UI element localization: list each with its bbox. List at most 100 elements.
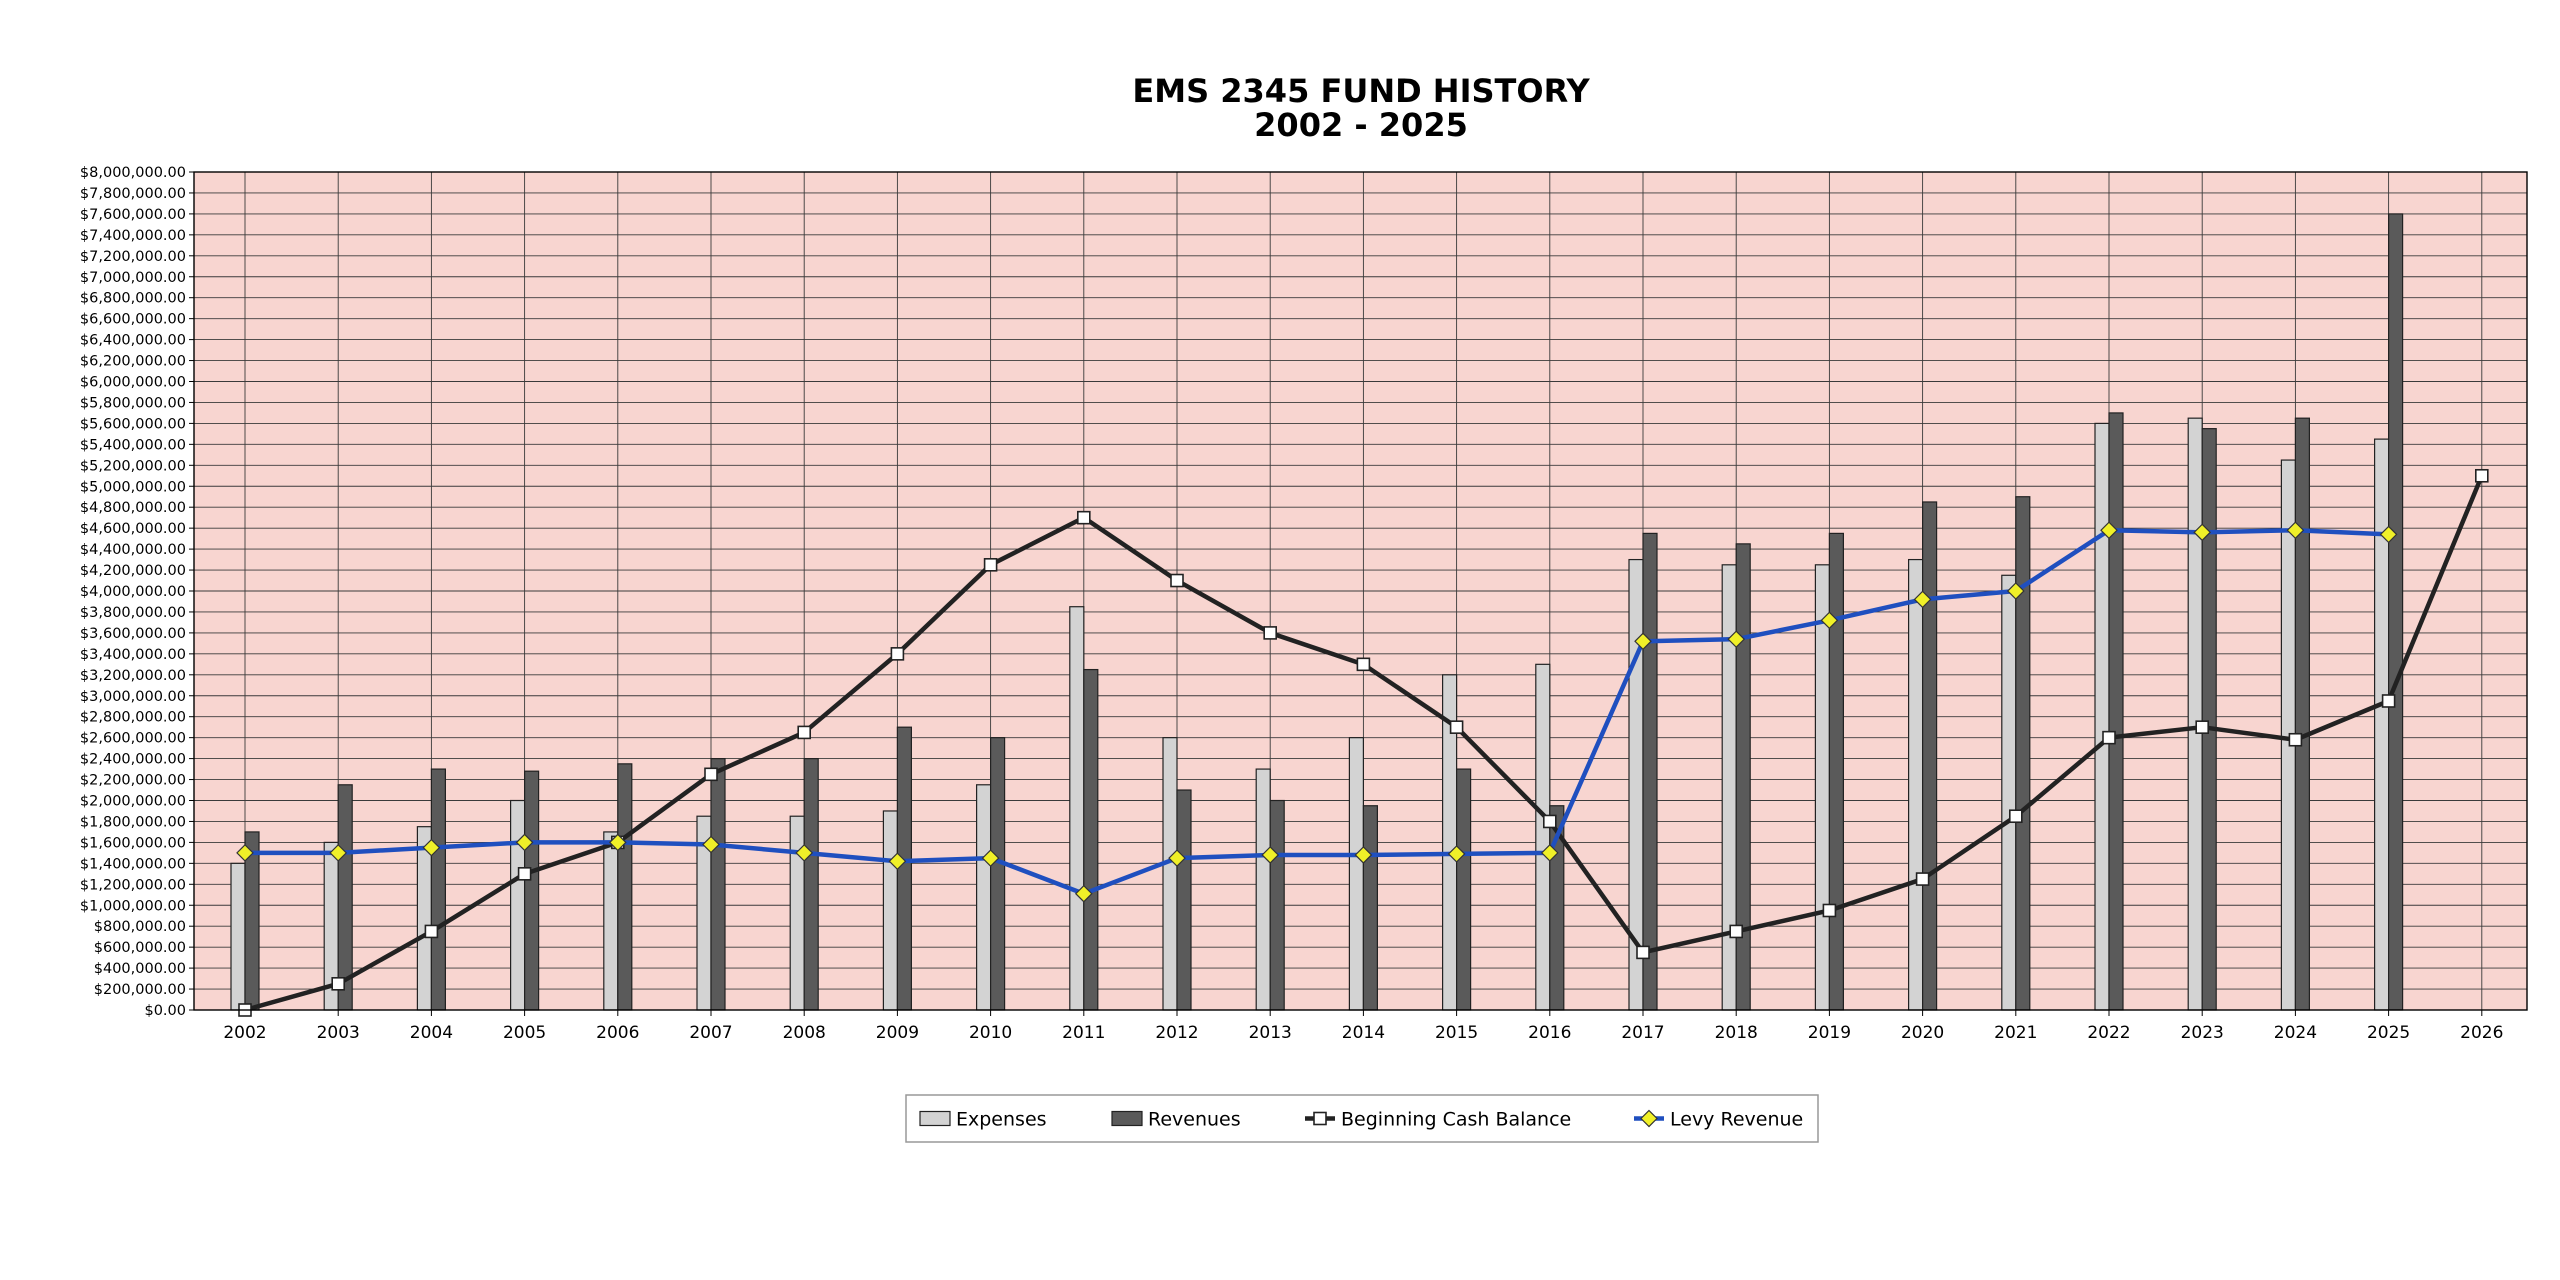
x-tick-label: 2007 [689,1023,732,1043]
point-levy-revenue [1634,632,1652,651]
bar-expenses [1907,558,1924,1011]
y-tick-label: $2,400,000.00 [80,752,186,768]
point-beginning-cash-balance [1449,720,1464,734]
bar-expenses [230,862,246,1011]
point-beginning-cash-balance [331,977,346,991]
y-tick-label: $6,000,000.00 [80,375,186,391]
y-tick-label: $4,400,000.00 [80,542,186,558]
point-levy-revenue [1074,884,1093,903]
bar-expenses [1535,663,1551,1011]
y-tick-label: $5,000,000.00 [80,479,186,495]
legend: Expenses Revenues Beginning Cash Balance Le… [905,1094,1819,1143]
bar-revenues [1083,668,1099,1011]
y-tick-label: $0.00 [144,1003,186,1019]
point-levy-revenue [1540,844,1559,862]
y-tick-label: $7,800,000.00 [80,186,186,202]
y-tick-label: $6,400,000.00 [80,333,186,349]
point-levy-revenue [888,852,907,871]
y-tick-label: $2,000,000.00 [80,794,186,810]
x-tick-label: 2015 [1435,1023,1478,1043]
y-tick-label: $3,400,000.00 [80,647,186,663]
bar-revenues [1455,768,1472,1011]
bar-revenues [1176,789,1192,1011]
y-tick-label: $7,600,000.00 [80,207,186,223]
y-tick-label: $1,000,000.00 [80,898,186,914]
bar-revenues [2294,417,2310,1011]
point-levy-revenue [702,835,720,854]
bar-revenues [1921,501,1938,1011]
x-tick-label: 2025 [2367,1023,2410,1043]
bar-revenues [1269,799,1285,1011]
point-levy-revenue [236,844,254,862]
x-tick-label: 2011 [1062,1023,1105,1043]
y-tick-label: $4,600,000.00 [80,521,186,537]
legend-label-beginning-cash-balance: Beginning Cash Balance [1341,1109,1571,1131]
point-beginning-cash-balance [2475,468,2489,483]
x-tick-label: 2008 [783,1023,826,1043]
x-tick-label: 2026 [2460,1023,2503,1043]
bar-revenues [523,770,540,1011]
x-tick-label: 2016 [1528,1023,1571,1043]
y-tick-label: $1,800,000.00 [80,814,186,830]
x-tick-label: 2024 [2274,1023,2317,1043]
bar-revenues [430,768,446,1011]
x-tick-label: 2017 [1621,1023,1664,1043]
point-levy-revenue [1447,845,1466,863]
bar-expenses [1069,606,1085,1011]
point-beginning-cash-balance [2009,809,2023,824]
bar-revenues [803,757,819,1011]
point-beginning-cash-balance [2381,694,2396,708]
point-levy-revenue [1913,590,1932,609]
point-beginning-cash-balance [517,867,532,881]
x-tick-label: 2021 [1994,1023,2037,1043]
x-tick-label: 2022 [2087,1023,2130,1043]
bar-expenses [2374,438,2390,1011]
point-levy-revenue [608,833,627,852]
point-beginning-cash-balance [2288,732,2303,747]
bar-revenues [2108,412,2124,1011]
point-levy-revenue [2193,523,2212,542]
y-tick-label: $5,800,000.00 [80,395,186,411]
point-beginning-cash-balance [2102,730,2116,745]
bar-revenues [896,726,913,1011]
y-tick-label: $3,200,000.00 [80,668,186,684]
bar-revenues [617,763,633,1011]
x-tick-label: 2009 [876,1023,919,1043]
y-tick-label: $1,200,000.00 [80,877,186,893]
y-tick-label: $400,000.00 [94,961,186,977]
y-tick-label: $5,400,000.00 [80,437,186,453]
point-beginning-cash-balance [704,767,718,782]
bar-revenues [1642,532,1658,1011]
bar-revenues [1735,543,1751,1011]
y-tick-label: $200,000.00 [94,982,186,998]
chart-title-line1: EMS 2345 FUND HISTORY [1132,72,1590,110]
x-tick-label: 2003 [317,1023,360,1043]
point-levy-revenue [795,844,814,862]
point-beginning-cash-balance [890,647,905,661]
bar-revenues [710,757,726,1011]
y-tick-label: $600,000.00 [94,940,186,956]
bar-expenses [510,799,526,1011]
legend-label-expenses: Expenses [956,1109,1047,1131]
point-levy-revenue [1820,611,1839,630]
point-levy-revenue [981,849,1000,867]
point-levy-revenue [2100,521,2118,540]
point-beginning-cash-balance [1543,814,1557,829]
x-tick-label: 2013 [1249,1023,1292,1043]
x-tick-label: 2023 [2181,1023,2224,1043]
chart-title-line2: 2002 - 2025 [1254,106,1468,144]
bar-revenues [2388,213,2404,1011]
point-beginning-cash-balance [1263,626,1277,640]
y-tick-label: $800,000.00 [94,919,186,935]
bar-expenses [975,784,992,1011]
plot-frame [193,171,2528,1011]
bar-revenues [2201,428,2217,1011]
point-levy-revenue [1354,846,1373,864]
y-tick-label: $3,800,000.00 [80,605,186,621]
y-tick-label: $5,600,000.00 [80,416,186,432]
y-tick-label: $3,000,000.00 [80,689,186,705]
y-tick-label: $7,000,000.00 [80,270,186,286]
y-tick-label: $4,800,000.00 [80,500,186,516]
x-tick-label: 2014 [1342,1023,1385,1043]
